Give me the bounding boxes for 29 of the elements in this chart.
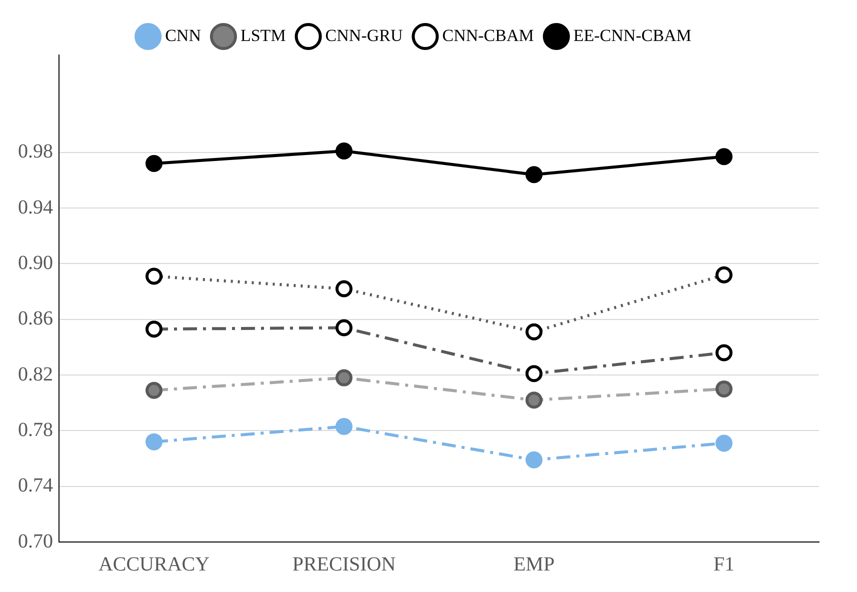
y-tick-label: 0.74 — [18, 474, 53, 497]
point — [526, 392, 542, 409]
point — [716, 148, 732, 166]
point — [146, 155, 162, 172]
point — [336, 418, 352, 436]
point — [526, 166, 542, 184]
legend-label: CNN-GRU — [325, 26, 403, 45]
legend-label: EE-CNN-CBAM — [573, 26, 692, 45]
y-tick-label: 0.82 — [18, 363, 53, 386]
point — [716, 380, 732, 398]
legend-label: CNN-CBAM — [442, 26, 534, 45]
y-tick-label: 0.94 — [18, 196, 53, 218]
legend-label: CNN — [165, 26, 201, 45]
y-tick-label: 0.98 — [18, 140, 53, 163]
x-tick-label: PRECISION — [292, 553, 396, 576]
point — [526, 451, 542, 468]
y-tick-label: 0.78 — [18, 418, 53, 441]
legend-label: LSTM — [240, 26, 286, 45]
x-tick-label: F1 — [713, 553, 735, 576]
x-tick-label: EMP — [513, 553, 555, 576]
point — [336, 142, 352, 160]
y-tick-label: 0.90 — [18, 252, 53, 274]
point — [146, 382, 162, 399]
point — [336, 369, 352, 386]
y-tick-label: 0.86 — [18, 308, 53, 330]
x-tick-label: ACCURACY — [98, 553, 210, 576]
y-tick-label: 0.70 — [18, 530, 53, 552]
point — [716, 434, 732, 452]
point — [146, 433, 162, 450]
